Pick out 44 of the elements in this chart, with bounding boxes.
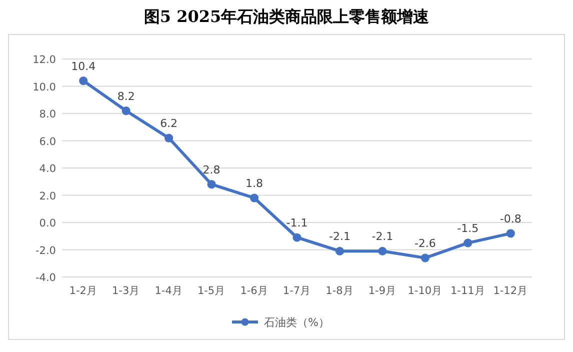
data-label: -2.1 — [328, 230, 350, 244]
x-tick-label: 1-2月 — [69, 285, 98, 297]
x-tick-label: 1-6月 — [240, 285, 268, 297]
point — [79, 76, 88, 86]
y-tick-label: 0.0 — [39, 218, 56, 230]
point — [164, 134, 174, 142]
data-label: -1.5 — [457, 222, 479, 235]
point — [464, 238, 472, 248]
y-tick-label: 12.0 — [32, 54, 56, 66]
data-label: -0.8 — [500, 212, 522, 226]
data-label: -2.6 — [414, 236, 436, 250]
x-tick-label: 1-7月 — [282, 285, 312, 297]
y-tick-label: 2.0 — [39, 190, 56, 202]
point — [207, 180, 216, 189]
x-tick-label: 1-9月 — [368, 285, 397, 297]
x-tick-label: 1-5月 — [197, 285, 226, 297]
data-label: 2.8 — [202, 163, 220, 176]
data-label: -2.1 — [372, 230, 394, 244]
x-tick-label: 1-11月 — [450, 285, 486, 297]
point — [506, 229, 515, 238]
y-tick-label: 10.0 — [32, 81, 56, 94]
point — [420, 254, 430, 262]
point — [335, 246, 344, 256]
data-label: -1.1 — [286, 216, 308, 230]
point — [250, 194, 259, 202]
data-label: 6.2 — [160, 117, 178, 130]
point — [122, 106, 130, 116]
x-tick-label: 1-10月 — [408, 285, 443, 297]
y-tick-label: 4.0 — [39, 163, 56, 175]
legend-label: 石油类（%） — [264, 316, 330, 329]
y-tick-label: -2.0 — [36, 244, 56, 257]
y-tick-label: -4.0 — [36, 272, 56, 284]
x-tick-label: 1-12月 — [493, 285, 528, 297]
data-label: 1.8 — [246, 176, 264, 190]
x-tick-label: 1-4月 — [154, 285, 183, 297]
point — [378, 246, 387, 256]
x-tick-label: 1-3月 — [112, 285, 140, 297]
chart-title: 图5 2025年石油类商品限上零售额增速 — [144, 7, 430, 26]
y-tick-label: 6.0 — [39, 136, 56, 148]
data-label: 10.4 — [71, 60, 96, 73]
x-tick-label: 1-8月 — [326, 285, 354, 297]
y-tick-label: 8.0 — [39, 108, 56, 120]
data-label: 8.2 — [117, 90, 135, 103]
point — [292, 233, 302, 242]
